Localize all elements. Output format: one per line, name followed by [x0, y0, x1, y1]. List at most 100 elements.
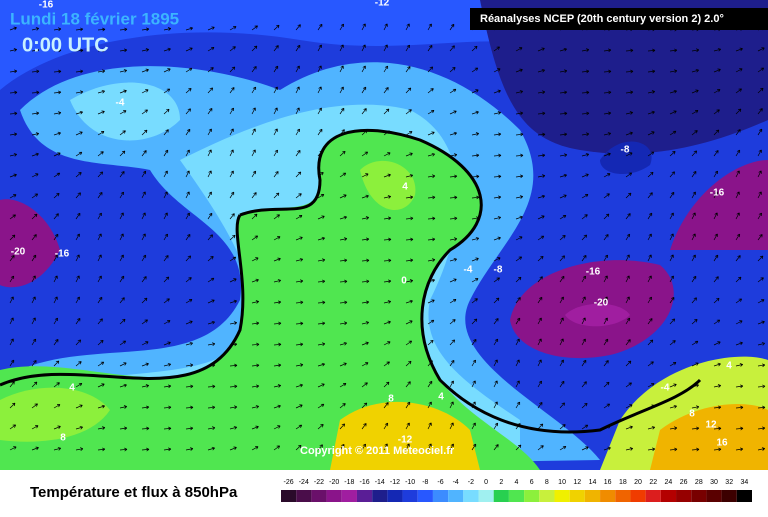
- source: Réanalyses NCEP (20th century version 2)…: [480, 13, 724, 25]
- scale-label: 12: [573, 479, 581, 486]
- scale-label: -10: [405, 479, 415, 486]
- scale-label: -22: [314, 479, 324, 486]
- scale-label: 30: [710, 479, 718, 486]
- scale-label: 26: [680, 479, 688, 486]
- shade: [330, 401, 480, 470]
- scale-label: 2: [499, 479, 503, 486]
- color-swatch: [448, 490, 464, 502]
- color-swatch: [311, 490, 327, 502]
- color-swatch: [281, 490, 297, 502]
- shade: [565, 303, 630, 327]
- scale-label: 24: [665, 479, 673, 486]
- legend-title: Température et flux à 850hPa: [30, 484, 238, 501]
- scale-label: -6: [437, 479, 443, 486]
- color-swatch: [569, 490, 585, 502]
- shade: [0, 130, 540, 470]
- color-scale: -26 -24 -22 -20 -18 -16 -14 -12 -10 -8 -6 -4 -2 0 2 4 6 8…: [281, 479, 752, 502]
- color-swatch: [326, 490, 342, 502]
- contour-label: -12: [398, 435, 413, 446]
- contour-label: -4: [661, 383, 670, 394]
- color-swatch: [356, 490, 373, 502]
- wind-arrows: [9, 23, 766, 452]
- map: -16 -12 -4 -20 -16 4 -8 -16 0 -4 -8 -16 -20 4 8 4 8 -12 -4…: [0, 0, 768, 470]
- zero-isotherm: [239, 128, 702, 434]
- scale-label: -12: [390, 479, 400, 486]
- contour-label: -16: [710, 188, 725, 199]
- scale-label: 16: [604, 479, 612, 486]
- scale-label: -26: [284, 479, 294, 486]
- contour-label: -20: [11, 247, 26, 258]
- scale-label: 6: [530, 479, 534, 486]
- color-swatch: [296, 490, 312, 502]
- contour-label: -4: [116, 98, 125, 109]
- contour-label: -16: [55, 249, 70, 260]
- shade: [480, 0, 768, 154]
- contour-label: -4: [464, 265, 473, 276]
- color-swatch: [341, 490, 357, 502]
- scale-label: 32: [725, 479, 733, 486]
- contour-label: 8: [60, 433, 66, 444]
- shade: [0, 199, 60, 288]
- scale-label: -18: [344, 479, 354, 486]
- contour-label: 4: [69, 383, 75, 394]
- color-swatch: [539, 490, 555, 502]
- source-box: [470, 8, 768, 30]
- color-swatch: [508, 490, 525, 502]
- contour-label: -16: [586, 267, 601, 278]
- color-swatch: [600, 490, 616, 502]
- scale-label: 22: [649, 479, 657, 486]
- color-swatch: [478, 490, 494, 502]
- color-swatch: [493, 490, 509, 502]
- contour-label: 4: [438, 392, 444, 403]
- color-swatch: [432, 490, 449, 502]
- scale-label: -24: [299, 479, 309, 486]
- map-time: 0:00 UTC: [22, 34, 109, 56]
- color-swatch: [691, 490, 707, 502]
- scale-label: -4: [453, 479, 459, 486]
- color-swatch: [630, 490, 646, 502]
- contour-label: 16: [716, 438, 728, 449]
- scale-label: 4: [515, 479, 519, 486]
- shade: [600, 141, 652, 175]
- color-swatch: [660, 490, 677, 502]
- contour-label: 4: [726, 361, 732, 372]
- contour-label: -8: [494, 265, 503, 276]
- arrow-field: [9, 23, 766, 452]
- color-swatch: [645, 490, 661, 502]
- contour-label: -16: [39, 0, 54, 11]
- contour-label: 0: [401, 276, 407, 287]
- color-swatch: [524, 490, 540, 502]
- map-title: Lundi 18 février 1895: [10, 9, 179, 28]
- color-swatch: [387, 490, 403, 502]
- contour-label: -20: [594, 298, 609, 309]
- shade: [360, 160, 416, 210]
- scale-label: 14: [589, 479, 597, 486]
- scale-label: 8: [545, 479, 549, 486]
- copyright: Copyright © 2011 Meteociel.fr: [300, 445, 455, 457]
- zero-isotherm: [0, 214, 245, 387]
- color-swatch: [402, 490, 418, 502]
- color-swatch: [463, 490, 479, 502]
- scale-label: -2: [468, 479, 474, 486]
- scale-label: -14: [375, 479, 385, 486]
- shade: [650, 404, 768, 470]
- color-swatch: [676, 490, 692, 502]
- color-swatch: [372, 490, 388, 502]
- scale-label: 0: [484, 479, 488, 486]
- scale-label: 10: [558, 479, 566, 486]
- color-swatch: [706, 490, 722, 502]
- shade: [670, 160, 768, 250]
- contour-label: 12: [705, 420, 717, 431]
- color-swatch: [554, 490, 570, 502]
- scale-label: -20: [329, 479, 339, 486]
- shade: [0, 0, 600, 90]
- contour-label: 8: [689, 409, 695, 420]
- contour-label: -8: [621, 145, 630, 156]
- scale-label: 18: [619, 479, 627, 486]
- contour-labels: -16 -12 -4 -20 -16 4 -8 -16 0 -4 -8 -16 -20 4 8 4 8 -12 -4…: [11, 0, 732, 449]
- contour-label: 8: [388, 394, 394, 405]
- scale-label: 20: [634, 479, 642, 486]
- scale-label: -8: [422, 479, 428, 486]
- scale-label: -16: [360, 479, 370, 486]
